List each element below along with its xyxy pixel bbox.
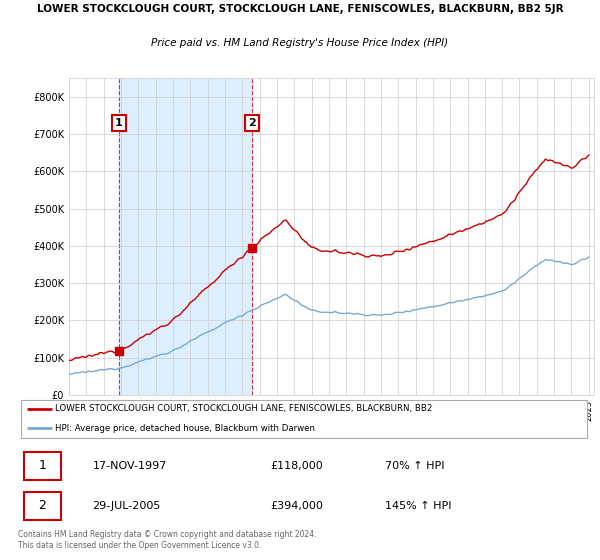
Text: 29-JUL-2005: 29-JUL-2005 — [92, 501, 161, 511]
Text: HPI: Average price, detached house, Blackburn with Darwen: HPI: Average price, detached house, Blac… — [55, 424, 315, 433]
Text: 17-NOV-1997: 17-NOV-1997 — [92, 461, 167, 471]
Text: £394,000: £394,000 — [270, 501, 323, 511]
Text: 70% ↑ HPI: 70% ↑ HPI — [385, 461, 444, 471]
Text: £118,000: £118,000 — [270, 461, 323, 471]
FancyBboxPatch shape — [24, 492, 61, 520]
Text: Contains HM Land Registry data © Crown copyright and database right 2024.
This d: Contains HM Land Registry data © Crown c… — [18, 530, 317, 550]
Text: LOWER STOCKCLOUGH COURT, STOCKCLOUGH LANE, FENISCOWLES, BLACKBURN, BB2 5JR: LOWER STOCKCLOUGH COURT, STOCKCLOUGH LAN… — [37, 4, 563, 14]
Text: 145% ↑ HPI: 145% ↑ HPI — [385, 501, 451, 511]
Text: 2: 2 — [248, 118, 256, 128]
Text: LOWER STOCKCLOUGH COURT, STOCKCLOUGH LANE, FENISCOWLES, BLACKBURN, BB2: LOWER STOCKCLOUGH COURT, STOCKCLOUGH LAN… — [55, 404, 433, 413]
Text: 1: 1 — [115, 118, 123, 128]
Text: 2: 2 — [38, 500, 46, 512]
Text: Price paid vs. HM Land Registry's House Price Index (HPI): Price paid vs. HM Land Registry's House … — [151, 38, 449, 48]
FancyBboxPatch shape — [24, 452, 61, 480]
FancyBboxPatch shape — [21, 400, 587, 437]
Bar — [119, 78, 252, 395]
Text: 1: 1 — [38, 459, 46, 472]
